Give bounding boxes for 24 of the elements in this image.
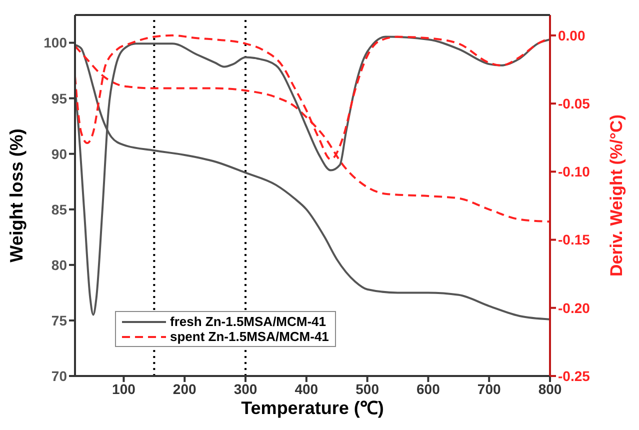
y2-tick-label: -0.05: [558, 96, 590, 112]
x-tick-label: 500: [356, 380, 380, 397]
y2-tick-label: -0.15: [558, 232, 590, 248]
y2-axis-title: Deriv. Weight (%/°C): [607, 114, 626, 277]
y2-tick-label: -0.20: [558, 300, 590, 316]
x-tick-label: 200: [172, 380, 197, 397]
x-tick-label: 400: [294, 380, 318, 397]
x-axis-title: Temperature (℃): [241, 398, 384, 418]
x-tick-label: 700: [477, 380, 501, 397]
y2-tick-label: -0.10: [558, 164, 590, 180]
x-tick-label: 300: [234, 380, 258, 397]
y-tick-label: 95: [51, 90, 68, 106]
y-tick-label: 90: [51, 146, 68, 162]
x-tick-label: 600: [416, 380, 440, 397]
x-tick-label: 100: [112, 380, 136, 397]
y-tick-label: 100: [44, 34, 68, 51]
legend-label: fresh Zn-1.5MSA/MCM-41: [170, 314, 326, 329]
y2-tick-label: 0.00: [558, 27, 586, 44]
legend-label: spent Zn-1.5MSA/MCM-41: [170, 329, 329, 344]
y-axis-title: Weight loss (%): [6, 128, 26, 262]
y-tick-label: 80: [51, 256, 68, 273]
y-tick-label: 75: [51, 312, 68, 328]
y-tick-label: 85: [51, 201, 68, 218]
y-tick-label: 70: [51, 368, 68, 384]
